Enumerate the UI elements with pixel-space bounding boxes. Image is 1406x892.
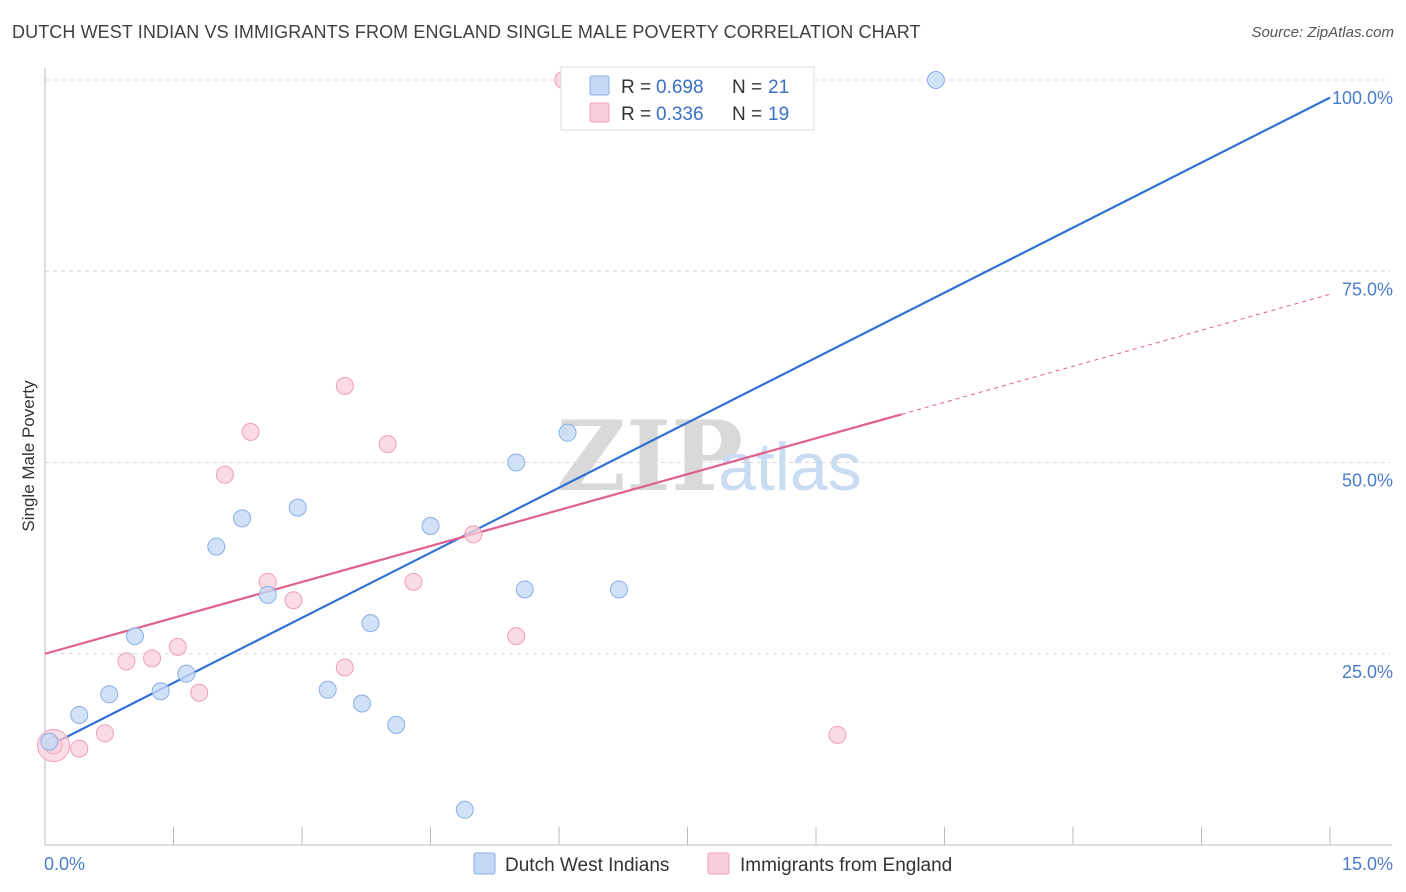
point-blue-14	[421, 516, 440, 535]
point-pink-7	[215, 465, 234, 484]
y-tick-label-3: 100.0%	[1332, 88, 1393, 108]
legend-r-label-blue: R =	[621, 77, 651, 98]
point-pink-6	[190, 683, 209, 702]
legend-r-label-pink: R =	[621, 104, 651, 125]
point-blue-8	[258, 585, 277, 604]
x-tick-labels: 0.0% 15.0%	[44, 854, 1393, 874]
trend-line-pink-extension	[901, 293, 1331, 415]
point-pink-12	[335, 658, 354, 677]
series-legend-swatch-pink	[707, 852, 730, 875]
legend-n-value-blue: 21	[768, 77, 789, 98]
y-axis-label: Single Male Poverty	[19, 380, 38, 532]
legend-swatch-blue	[589, 75, 610, 96]
point-blue-1	[70, 705, 89, 724]
point-blue-2	[100, 685, 119, 704]
trend-lines	[44, 96, 1331, 749]
point-pink-18	[828, 725, 847, 744]
watermark-atlas: atlas	[718, 429, 862, 505]
chart-title: DUTCH WEST INDIAN VS IMMIGRANTS FROM ENG…	[12, 22, 921, 42]
y-tick-label-0: 25.0%	[1342, 662, 1393, 682]
point-pink-13	[378, 435, 397, 454]
series-legend-swatch-blue	[473, 852, 496, 875]
point-blue-0	[40, 732, 59, 751]
point-pink-11	[335, 377, 354, 395]
point-blue-9	[288, 498, 307, 517]
legend-n-label-blue: N =	[732, 77, 762, 98]
point-pink-5	[168, 637, 187, 656]
point-pink-16	[507, 627, 526, 646]
point-blue-3	[125, 627, 144, 646]
grid-lines	[45, 79, 1390, 655]
point-pink-4	[143, 649, 162, 668]
point-blue-17	[515, 580, 534, 599]
legend-r-value-blue: 0.698	[656, 77, 704, 98]
point-blue-13	[387, 715, 406, 734]
point-blue-6	[207, 537, 226, 556]
legend-swatch-pink	[589, 102, 610, 123]
point-blue-18	[558, 423, 577, 442]
point-blue-10	[318, 680, 337, 699]
point-blue-15	[455, 800, 474, 819]
y-tick-labels: 25.0% 50.0% 75.0% 100.0%	[1332, 88, 1393, 682]
y-tick-label-1: 50.0%	[1342, 471, 1393, 491]
source-label: Source: ZipAtlas.com	[1251, 24, 1394, 41]
point-blue-11	[352, 694, 371, 713]
point-pink-10	[284, 591, 303, 610]
point-blue-12	[361, 614, 380, 633]
legend-n-label-pink: N =	[732, 104, 762, 125]
point-blue-5	[177, 664, 196, 683]
point-pink-15	[464, 525, 483, 544]
legend-n-value-pink: 19	[768, 104, 789, 125]
watermark-zip: ZIP	[556, 400, 743, 513]
point-pink-8	[241, 422, 260, 441]
point-pink-1	[70, 739, 89, 758]
series-legend-label-pink: Immigrants from England	[740, 855, 952, 876]
point-blue-4	[151, 682, 170, 701]
point-pink-3	[117, 652, 136, 671]
y-tick-label-2: 75.0%	[1342, 279, 1393, 299]
point-pink-14	[404, 572, 423, 591]
point-pink-2	[95, 724, 114, 743]
trend-line-blue	[44, 96, 1331, 749]
series-legend-label-blue: Dutch West Indians	[505, 855, 669, 876]
axes	[44, 68, 1392, 846]
x-tick-label-0: 0.0%	[44, 854, 85, 874]
correlation-legend: R = 0.698 N = 21 R = 0.336 N = 19	[560, 66, 815, 131]
point-blue-20	[926, 71, 945, 89]
x-tick-label-1: 15.0%	[1342, 854, 1393, 874]
point-blue-19	[609, 580, 628, 599]
point-blue-7	[233, 509, 252, 528]
series-legend: Dutch West Indians Immigrants from Engla…	[473, 852, 952, 876]
watermark: ZIP atlas	[556, 400, 862, 513]
legend-r-value-pink: 0.336	[656, 104, 704, 125]
point-blue-16	[507, 453, 526, 472]
